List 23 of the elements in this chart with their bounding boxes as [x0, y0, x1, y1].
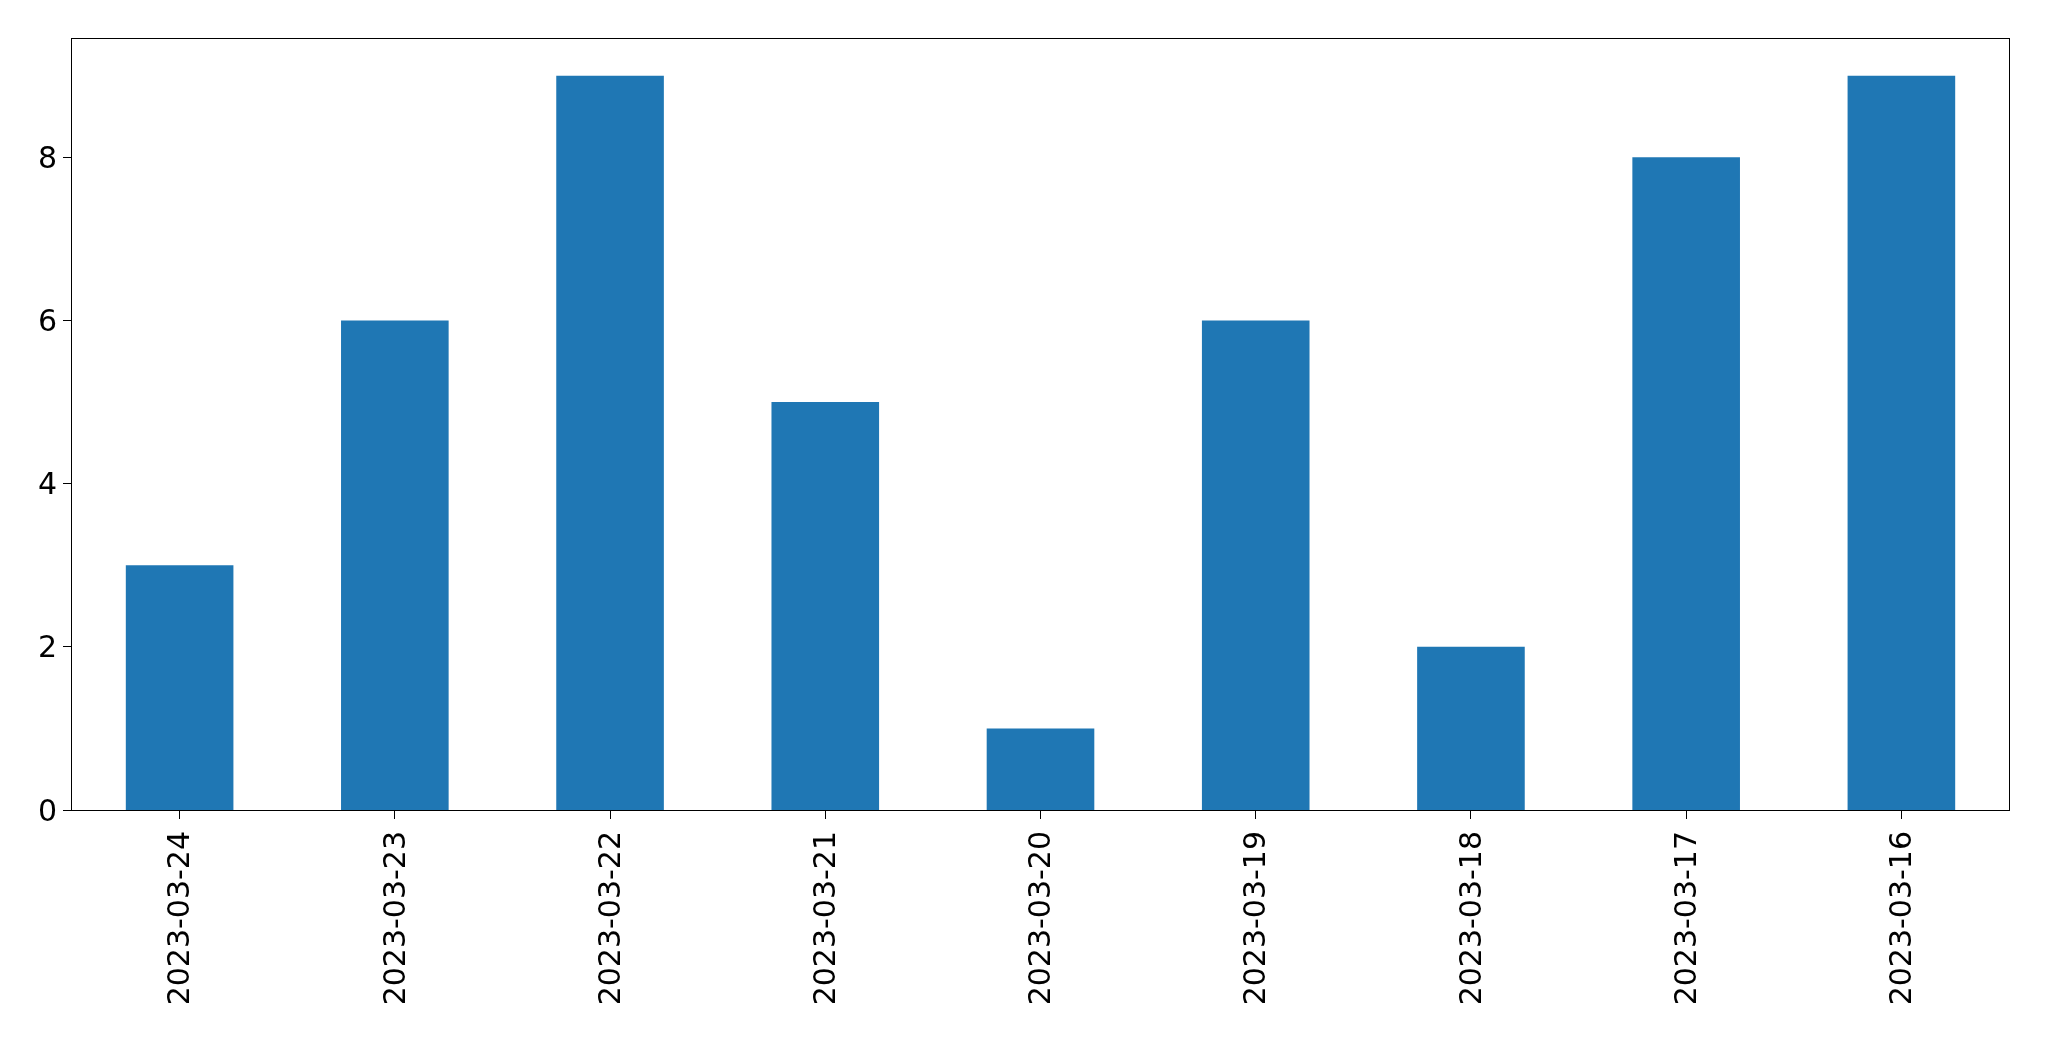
bar [125, 565, 234, 810]
x-tick-label: 2023-03-20 [1022, 831, 1058, 1006]
bar [1417, 646, 1525, 810]
x-tick-label: 2023-03-22 [591, 831, 627, 1006]
x-tick-label: 2023-03-23 [376, 831, 412, 1006]
x-tick-label: 2023-03-16 [1883, 831, 1919, 1006]
bar [771, 402, 880, 810]
y-tick-label: 2 [37, 629, 57, 665]
x-tick-label: 2023-03-19 [1237, 831, 1273, 1006]
bar [1632, 157, 1740, 810]
x-tick-label: 2023-03-21 [807, 831, 843, 1006]
bar [341, 320, 449, 810]
y-tick-label: 4 [37, 466, 57, 502]
y-tick-label: 6 [37, 302, 57, 338]
x-tick-label: 2023-03-18 [1452, 831, 1488, 1006]
y-tick-label: 0 [37, 792, 57, 828]
x-tick-label: 2023-03-24 [161, 831, 197, 1006]
x-tick-label: 2023-03-17 [1667, 831, 1703, 1006]
y-tick-label: 8 [37, 139, 57, 175]
bar [986, 728, 1095, 810]
bar [1201, 320, 1310, 810]
bar [556, 75, 664, 810]
bar [1847, 75, 1956, 810]
